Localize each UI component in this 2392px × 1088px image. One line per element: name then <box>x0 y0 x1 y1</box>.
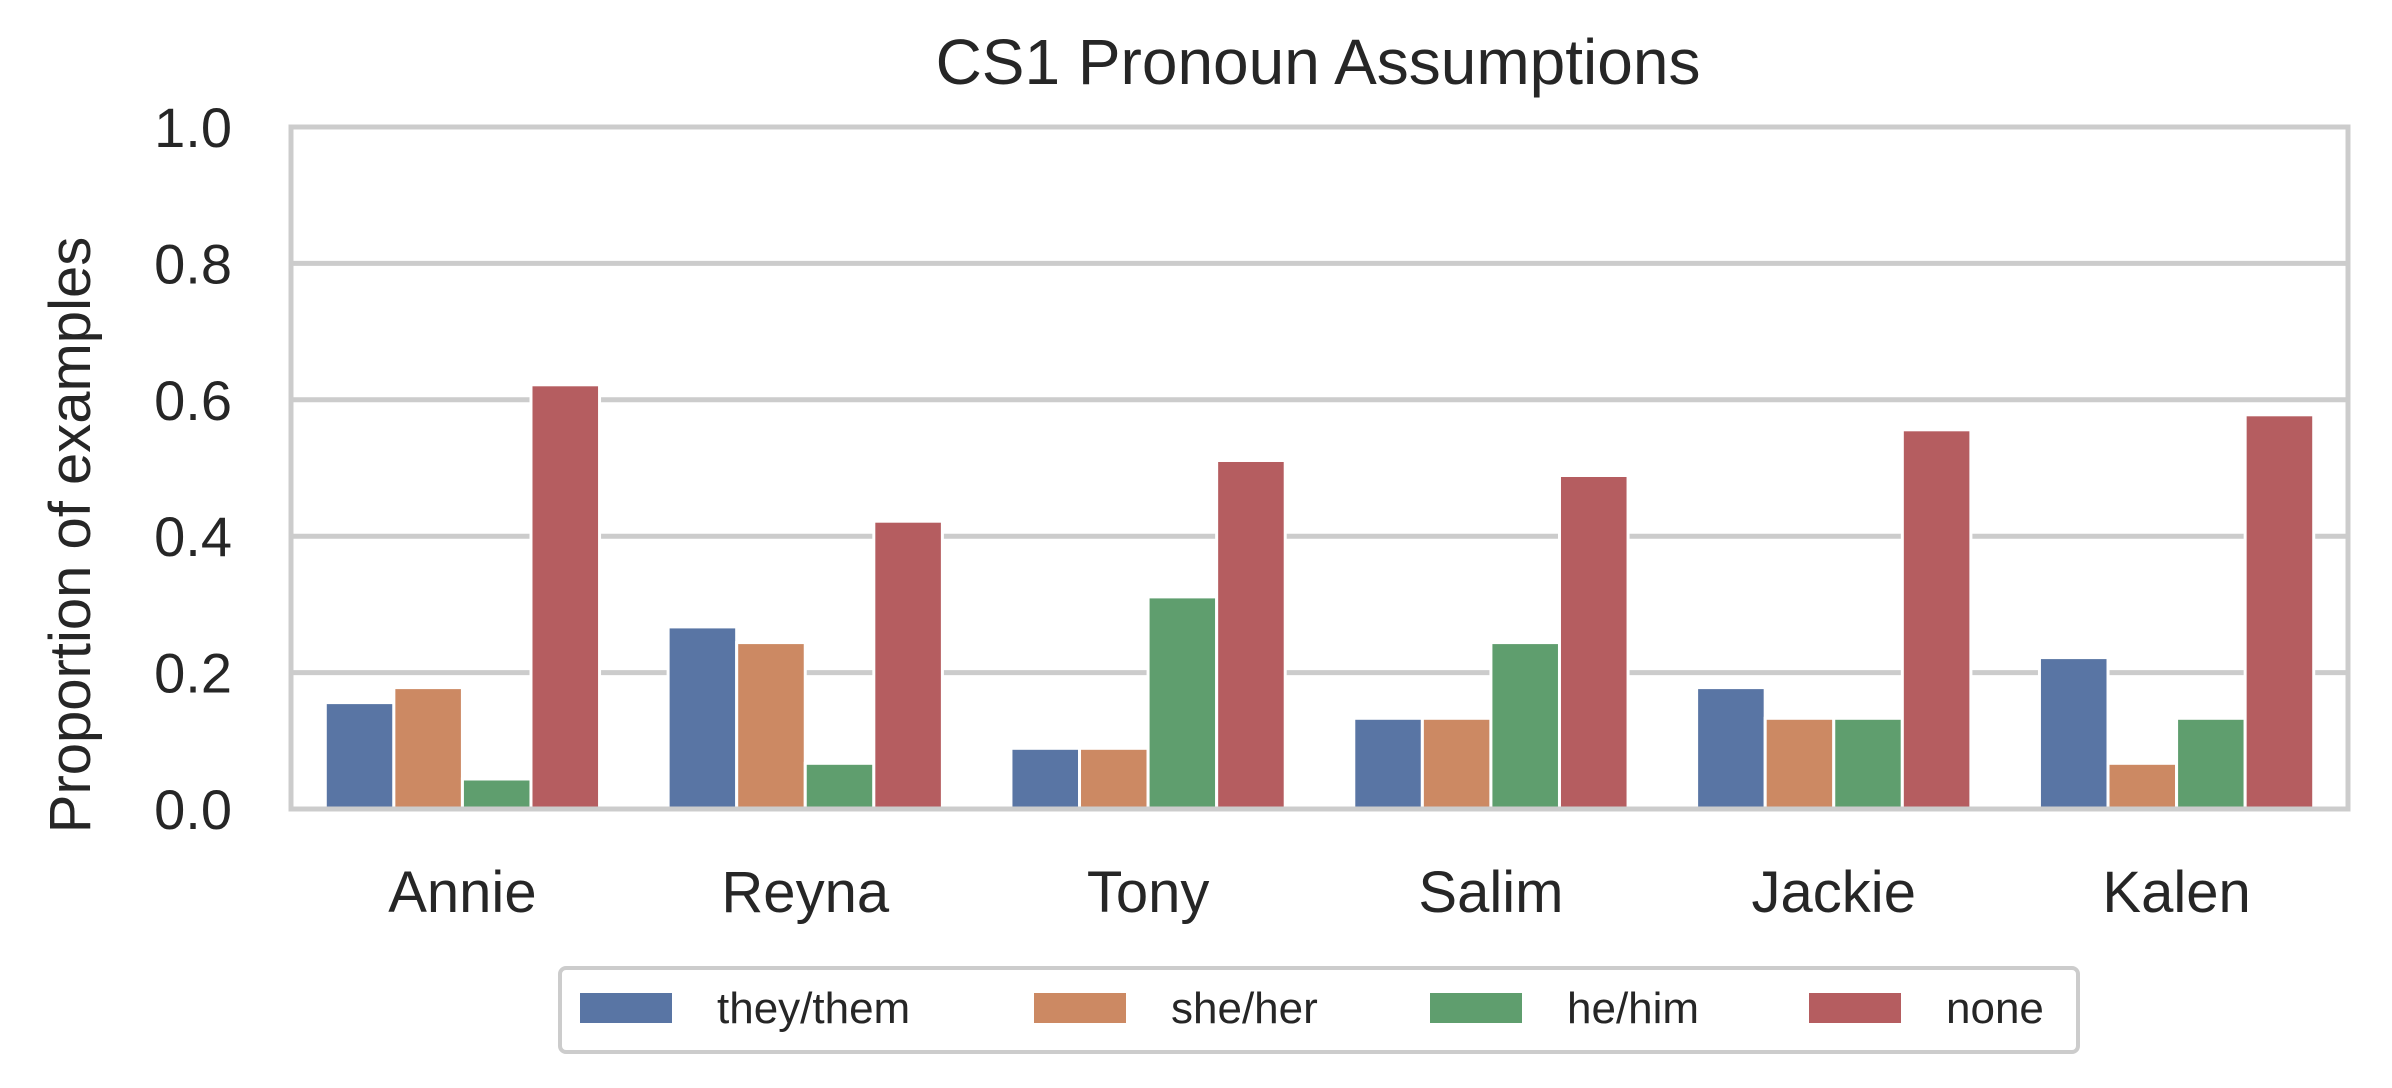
legend-swatch <box>580 993 672 1023</box>
bar-tony-she-her <box>1078 746 1150 811</box>
legend-label: none <box>1946 984 2044 1033</box>
y-tick-label: 0.2 <box>154 642 232 705</box>
y-tick-label: 1.0 <box>154 96 232 159</box>
bar-reyna-he-him <box>803 761 876 811</box>
bar-annie-she-her <box>392 686 464 811</box>
bar-jackie-they-them <box>1695 686 1767 811</box>
bar-salim-he-him <box>1489 641 1561 811</box>
bar-reyna-they-them <box>666 625 739 811</box>
bar-kalen-none <box>2243 413 2316 811</box>
y-tick-label: 0.4 <box>154 505 232 568</box>
bar-kalen-he-him <box>2175 716 2247 811</box>
legend-label: he/him <box>1567 984 1699 1033</box>
y-tick-labels: 0.0 0.2 0.4 0.6 0.8 1.0 <box>154 96 232 841</box>
legend-frame <box>558 966 2080 1054</box>
legend-swatch <box>1809 993 1901 1023</box>
bars <box>323 383 2316 811</box>
legend: they/them she/her he/him none <box>558 966 2080 1054</box>
legend-label: they/them <box>717 984 910 1033</box>
x-tick-label: Kalen <box>2102 860 2250 925</box>
x-tick-label: Reyna <box>721 860 889 925</box>
x-tick-label: Annie <box>388 860 536 925</box>
bar-jackie-she-her <box>1763 716 1836 811</box>
bar-annie-none <box>529 383 602 811</box>
bar-tony-he-him <box>1146 595 1219 811</box>
bar-kalen-she-her <box>2106 761 2179 811</box>
plot-frame <box>288 124 2351 812</box>
bar-annie-he-him <box>460 777 533 811</box>
bar-reyna-none <box>872 519 944 811</box>
bar-kalen-they-them <box>2037 656 2110 811</box>
y-tick-label: 0.0 <box>154 778 232 841</box>
chart-title: CS1 Pronoun Assumptions <box>936 26 1701 98</box>
bar-annie-they-them <box>323 701 396 811</box>
bar-salim-they-them <box>1352 716 1424 811</box>
y-tick-label: 0.8 <box>154 232 232 295</box>
bar-salim-none <box>1557 474 1630 811</box>
bar-salim-she-her <box>1420 716 1493 811</box>
legend-swatch <box>1034 993 1126 1023</box>
bar-tony-none <box>1215 458 1287 811</box>
bar-jackie-none <box>1900 428 1973 811</box>
y-axis-label: Proportion of examples <box>38 237 103 833</box>
legend-swatch <box>1430 993 1522 1023</box>
x-tick-label: Salim <box>1418 860 1563 925</box>
x-tick-label: Tony <box>1087 860 1210 925</box>
x-tick-labels: Annie Reyna Tony Salim Jackie Kalen <box>388 860 2251 925</box>
bar-tony-they-them <box>1009 746 1082 811</box>
legend-label: she/her <box>1171 984 1318 1033</box>
y-tick-label: 0.6 <box>154 369 232 432</box>
bar-reyna-she-her <box>735 641 807 811</box>
bar-jackie-he-him <box>1832 716 1904 811</box>
x-tick-label: Jackie <box>1752 860 1916 925</box>
